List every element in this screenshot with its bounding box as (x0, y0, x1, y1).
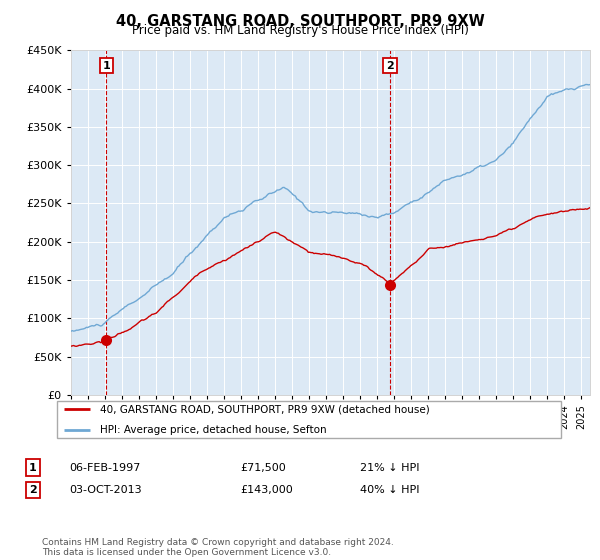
Text: 2: 2 (29, 485, 37, 495)
Text: 40% ↓ HPI: 40% ↓ HPI (360, 485, 419, 495)
Text: 40, GARSTANG ROAD, SOUTHPORT, PR9 9XW: 40, GARSTANG ROAD, SOUTHPORT, PR9 9XW (116, 14, 484, 29)
Text: Price paid vs. HM Land Registry's House Price Index (HPI): Price paid vs. HM Land Registry's House … (131, 24, 469, 37)
Text: HPI: Average price, detached house, Sefton: HPI: Average price, detached house, Seft… (100, 424, 326, 435)
Text: 03-OCT-2013: 03-OCT-2013 (69, 485, 142, 495)
FancyBboxPatch shape (56, 402, 562, 437)
Text: 1: 1 (29, 463, 37, 473)
Text: 2: 2 (386, 60, 394, 71)
Text: £143,000: £143,000 (240, 485, 293, 495)
Text: 1: 1 (103, 60, 110, 71)
Text: Contains HM Land Registry data © Crown copyright and database right 2024.
This d: Contains HM Land Registry data © Crown c… (42, 538, 394, 557)
Text: 21% ↓ HPI: 21% ↓ HPI (360, 463, 419, 473)
Text: 06-FEB-1997: 06-FEB-1997 (69, 463, 140, 473)
Text: £71,500: £71,500 (240, 463, 286, 473)
Text: 40, GARSTANG ROAD, SOUTHPORT, PR9 9XW (detached house): 40, GARSTANG ROAD, SOUTHPORT, PR9 9XW (d… (100, 404, 430, 414)
